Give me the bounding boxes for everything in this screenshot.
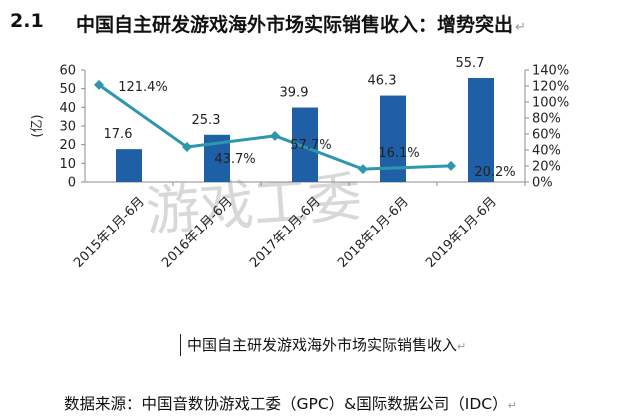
growth-point: [94, 79, 104, 90]
chart-caption: 中国自主研发游戏海外市场实际销售收入↵: [180, 334, 466, 356]
y-left-tick-label: 50: [59, 82, 76, 97]
x-tick-label: 2015年1月-6月: [71, 194, 148, 271]
growth-value-label: 16.1%: [378, 146, 419, 161]
growth-point: [446, 160, 456, 171]
y-right-tick-label: 140%: [532, 64, 569, 79]
growth-line-series: [94, 79, 456, 175]
y-right-tick-label: 40%: [532, 144, 561, 159]
section-title: 中国自主研发游戏海外市场实际销售收入：增势突出 ↵: [76, 14, 526, 36]
bar-series: [116, 78, 494, 182]
section-heading: 2.1 中国自主研发游戏海外市场实际销售收入：增势突出 ↵: [8, 6, 628, 40]
bar-value-label: 46.3: [368, 74, 397, 89]
y-axis-label: (亿): [30, 114, 45, 137]
y-left-tick-label: 60: [59, 64, 76, 79]
paragraph-mark-icon: ↵: [457, 340, 467, 353]
y-right-tick-label: 60%: [532, 128, 561, 143]
y-right-tick-label: 0%: [532, 176, 553, 191]
growth-point: [270, 130, 280, 141]
growth-value-label: 121.4%: [118, 80, 168, 95]
x-tick-label: 2019年1月-6月: [423, 194, 500, 271]
data-labels: 17.6 25.3 39.9 46.3 55.7 121.4% 43.7% 57.7% 16.1…: [104, 56, 516, 180]
bar-value-label: 55.7: [456, 56, 485, 71]
revenue-chart: 游戏工委 0 10 20 30 40 50 60 0%20%40%60%80%100%120%…: [30, 56, 569, 271]
y-left-tick-label: 10: [59, 157, 76, 172]
y-left-tick-label: 40: [59, 101, 76, 116]
paragraph-mark-icon: ↵: [515, 20, 526, 35]
growth-point: [182, 142, 192, 153]
bar-value-label: 39.9: [280, 86, 309, 101]
y-right-tick-label: 80%: [532, 112, 561, 127]
y-right-tick-label: 100%: [532, 96, 569, 111]
paragraph-mark-icon: ↵: [507, 399, 517, 412]
y-left-tick-label: 20: [59, 138, 76, 153]
bar-value-label: 25.3: [192, 113, 221, 128]
y-right-tick-label: 120%: [532, 80, 569, 95]
growth-value-label: 43.7%: [214, 152, 255, 167]
data-source: 数据来源：中国音数协游戏工委（GPC）&国际数据公司（IDC）↵: [64, 395, 517, 413]
y-right-tick-label: 20%: [532, 160, 561, 175]
watermark: 游戏工委: [144, 166, 364, 244]
growth-value-label: 57.7%: [290, 138, 331, 153]
watermark-text: 游戏工委: [144, 166, 364, 244]
bar-value-label: 17.6: [104, 127, 133, 142]
growth-point: [358, 164, 368, 175]
y-left-tick-label: 0: [68, 176, 76, 191]
section-number: 2.1: [10, 10, 44, 32]
growth-value-label: 20.2%: [474, 165, 515, 180]
bar: [468, 78, 494, 182]
y-left-tick-label: 30: [59, 120, 76, 135]
bar: [116, 149, 142, 182]
